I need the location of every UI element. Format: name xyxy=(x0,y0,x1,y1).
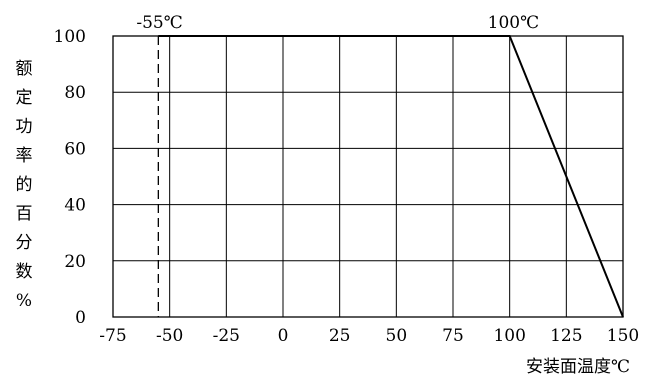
y-axis-label-char-6: 分 xyxy=(16,233,33,253)
x-axis-label: 安装面温度℃ xyxy=(526,357,630,377)
y-axis-label-char-2: 功 xyxy=(16,117,33,137)
y-tick-label-4: 80 xyxy=(64,83,86,103)
x-tick-label-1: -50 xyxy=(156,326,183,346)
x-tick-label-9: 150 xyxy=(607,326,639,346)
x-tick-label-2: -25 xyxy=(213,326,240,346)
annotation-label-0: -55℃ xyxy=(136,13,182,33)
y-axis-label-char-4: 的 xyxy=(16,175,33,195)
y-tick-label-3: 60 xyxy=(64,139,86,159)
y-tick-label-1: 20 xyxy=(64,252,86,272)
x-tick-label-7: 100 xyxy=(493,326,525,346)
x-tick-label-5: 50 xyxy=(386,326,408,346)
x-tick-label-0: -75 xyxy=(99,326,126,346)
y-axis-label-char-0: 额 xyxy=(16,59,33,79)
x-tick-label-4: 25 xyxy=(329,326,351,346)
series-layer xyxy=(158,36,623,317)
y-axis-label-char-1: 定 xyxy=(16,88,33,108)
y-axis-label-char-7: 数 xyxy=(16,262,33,282)
grid-layer xyxy=(113,36,623,317)
y-tick-label-2: 40 xyxy=(64,196,86,216)
plot-frame xyxy=(113,36,623,317)
x-tick-label-6: 75 xyxy=(442,326,464,346)
annotations: -55℃ 100℃ xyxy=(136,13,539,317)
y-axis-label-char-8: % xyxy=(16,291,32,311)
y-axis-label-char-3: 率 xyxy=(16,146,33,166)
y-tick-label-0: 0 xyxy=(75,308,86,328)
y-tick-labels: 0 20 40 60 80 100 xyxy=(54,27,86,328)
x-tick-label-8: 125 xyxy=(550,326,582,346)
x-tick-labels: -75 -50 -25 0 25 50 75 100 125 150 xyxy=(99,326,639,346)
y-axis-label-char-5: 百 xyxy=(16,204,33,224)
y-tick-label-5: 100 xyxy=(54,27,86,47)
series-line-0 xyxy=(158,36,623,317)
plot-border xyxy=(113,36,623,317)
annotation-label-1: 100℃ xyxy=(488,13,539,33)
x-tick-label-3: 0 xyxy=(278,326,289,346)
